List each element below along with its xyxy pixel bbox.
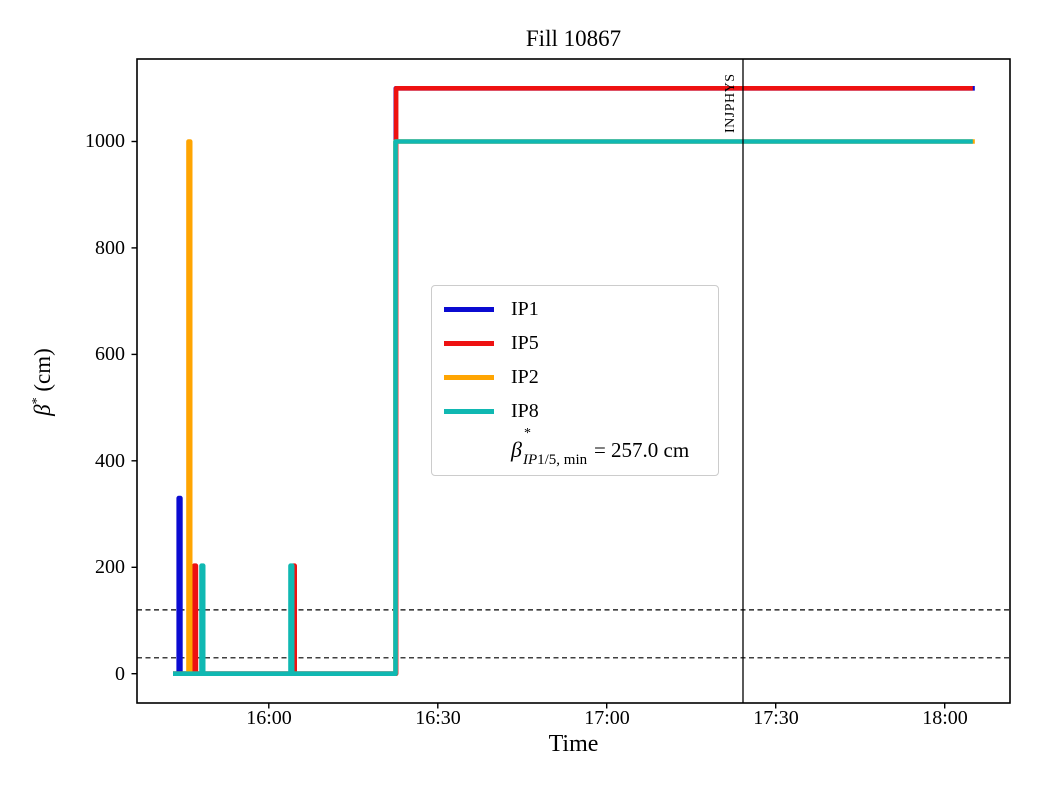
annotation-subscript: IP1/5, min [523, 452, 587, 469]
beta-min-annotation: β * IP1/5, min = 257.0 cm [511, 426, 718, 470]
y-tick-1000: 1000 [85, 130, 125, 152]
x-tick-1700: 17:00 [584, 707, 630, 729]
x-tick-1630: 16:30 [415, 707, 461, 729]
ip8-line-swatch [444, 408, 494, 414]
x-tick-1730: 17:30 [753, 707, 799, 729]
ip2-line-swatch [444, 374, 494, 380]
y-tick-0: 0 [115, 663, 125, 685]
legend-label-ip8: IP8 [511, 399, 539, 422]
y-tick-400: 400 [95, 450, 125, 472]
annotation-scripts: * IP1/5, min [522, 426, 594, 468]
legend-entry-ip8: IP8 [444, 394, 718, 428]
y-tick-200: 200 [95, 556, 125, 578]
ip5-line-swatch [444, 340, 494, 346]
annotation-sub-italic: IP [522, 452, 538, 468]
ip8-line [173, 139, 973, 676]
x-tick-1800: 18:00 [922, 707, 968, 729]
y-tick-600: 600 [95, 343, 125, 365]
legend-entry-ip2: IP2 [444, 360, 718, 394]
legend-label-ip2: IP2 [511, 365, 539, 388]
ylabel-beta: β [30, 404, 55, 416]
x-tick-1600: 16:00 [246, 707, 292, 729]
legend-label-ip5: IP5 [511, 331, 539, 354]
y-tick-800: 800 [95, 237, 125, 259]
legend-entry-ip1: IP1 [444, 292, 718, 326]
legend-entry-ip5: IP5 [444, 326, 718, 360]
injphys-vline-label: INJPHYS [723, 73, 738, 133]
ip1-line-swatch [444, 306, 494, 312]
annotation-sub-rest: 1/5, min [537, 452, 588, 468]
ylabel-star: * [30, 397, 45, 405]
x-axis-label: Time [548, 731, 599, 757]
y-axis-label: β* (cm) [25, 291, 55, 473]
annotation-star: * [523, 426, 531, 441]
annotation-beta: β [511, 437, 522, 462]
chart-title: Fill 10867 [525, 26, 622, 51]
annotation-value: = 257.0 cm [593, 437, 690, 462]
axes-frame [136, 58, 1011, 704]
legend: IP1 IP5 IP2 IP8 β * IP1/5, min = 257.0 cm [431, 285, 719, 476]
legend-label-ip1: IP1 [511, 297, 539, 320]
